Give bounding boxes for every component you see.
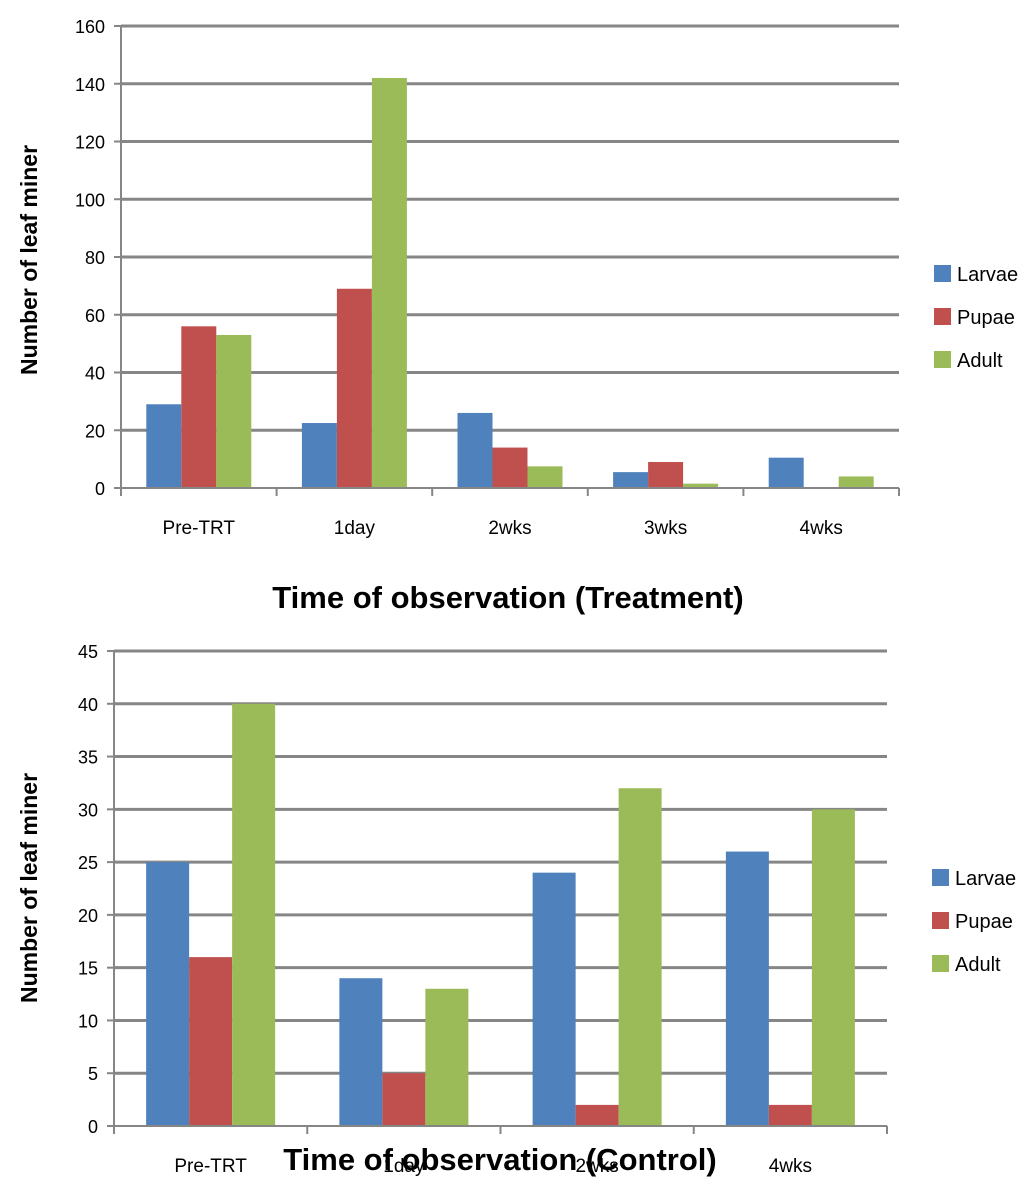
legend-swatch-pupae: [932, 912, 949, 929]
x-tick-label: 4wks: [800, 518, 843, 539]
y-tick-label: 80: [85, 248, 105, 268]
bar-pupae-3wks: [648, 462, 684, 488]
legend-label-adult: Adult: [955, 954, 1001, 976]
bar-adult-pre-trt: [216, 334, 252, 488]
control-bar-chart: 0 5 10 15 20 25 30 35 40 45 Pre-TRT 1day 2wks 4wks N…: [16, 642, 1016, 1177]
bar-larvae-1day: [339, 978, 383, 1126]
legend-label-larvae: Larvae: [957, 264, 1018, 286]
bar-larvae-pre-trt: [146, 404, 182, 488]
bar-adult-4wks: [811, 809, 855, 1126]
bar-pupae-1day: [336, 288, 372, 488]
legend-swatch-larvae: [934, 265, 951, 282]
bar-larvae-1day: [301, 423, 337, 488]
bar-adult-pre-trt: [232, 703, 276, 1126]
y-axis-label: Number of leaf miner: [16, 773, 42, 1003]
bar-larvae-4wks: [768, 457, 804, 488]
legend-label-adult: Adult: [957, 350, 1003, 372]
x-tick-label: 1day: [334, 518, 376, 539]
x-tick-label: 4wks: [769, 1156, 812, 1177]
legend-swatch-larvae: [932, 869, 949, 886]
y-tick-label: 20: [85, 421, 105, 441]
bar-larvae-pre-trt: [146, 862, 190, 1126]
y-tick-label: 25: [78, 853, 98, 873]
legend: Larvae Pupae Adult: [934, 264, 1018, 372]
y-tick-label: 15: [78, 959, 98, 979]
y-tick-label: 0: [95, 479, 105, 499]
y-tick-label: 160: [75, 17, 105, 37]
y-tick-label: 0: [88, 1117, 98, 1137]
x-axis-label: Time of observation (Treatment): [272, 580, 743, 615]
bar-pupae-1day: [382, 1073, 426, 1126]
x-tick-label: 2wks: [488, 518, 531, 539]
bar-larvae-2wks: [532, 872, 576, 1126]
y-tick-label: 100: [75, 190, 105, 210]
legend-label-larvae: Larvae: [955, 868, 1016, 890]
legend-label-pupae: Pupae: [957, 307, 1015, 329]
y-tick-label: 30: [78, 800, 98, 820]
bar-larvae-2wks: [457, 412, 493, 488]
bar-pupae-4wks: [768, 1104, 812, 1126]
x-tick-label: Pre-TRT: [174, 1156, 247, 1177]
y-tick-label: 5: [88, 1064, 98, 1084]
x-tick-label: Pre-TRT: [163, 518, 236, 539]
y-tick-label: 45: [78, 642, 98, 662]
bar-adult-1day: [371, 77, 407, 488]
bar-pupae-2wks: [575, 1104, 619, 1126]
bar-larvae-4wks: [725, 851, 769, 1126]
y-tick-label: 40: [78, 695, 98, 715]
bar-larvae-3wks: [613, 472, 649, 488]
y-tick-label: 20: [78, 906, 98, 926]
bar-adult-4wks: [838, 476, 874, 488]
y-tick-label: 10: [78, 1011, 98, 1031]
bar-adult-1day: [425, 988, 469, 1126]
legend-swatch-adult: [934, 351, 951, 368]
x-axis-label: Time of observation (Control): [283, 1142, 716, 1177]
x-tick-label: 1day: [383, 1156, 425, 1177]
y-tick-label: 40: [85, 364, 105, 384]
x-tick-label: 2wks: [575, 1156, 618, 1177]
y-tick-label: 35: [78, 748, 98, 768]
bar-pupae-pre-trt: [189, 957, 233, 1126]
y-tick-label: 120: [75, 133, 105, 153]
y-axis-label: Number of leaf miner: [16, 145, 42, 375]
bar-pupae-pre-trt: [181, 326, 217, 488]
x-tick-label: 3wks: [644, 518, 687, 539]
bar-adult-2wks: [618, 788, 662, 1126]
treatment-bar-chart: 0 20 40 60 80 100 120 140 160 Pre-TRT 1day 2wks 3wk…: [16, 17, 1018, 615]
legend: Larvae Pupae Adult: [932, 868, 1016, 976]
legend-swatch-adult: [932, 955, 949, 972]
bar-adult-3wks: [683, 483, 719, 488]
bar-adult-2wks: [527, 466, 563, 488]
legend-swatch-pupae: [934, 308, 951, 325]
legend-label-pupae: Pupae: [955, 911, 1013, 933]
bar-pupae-2wks: [492, 447, 528, 488]
y-tick-label: 60: [85, 306, 105, 326]
y-tick-label: 140: [75, 75, 105, 95]
